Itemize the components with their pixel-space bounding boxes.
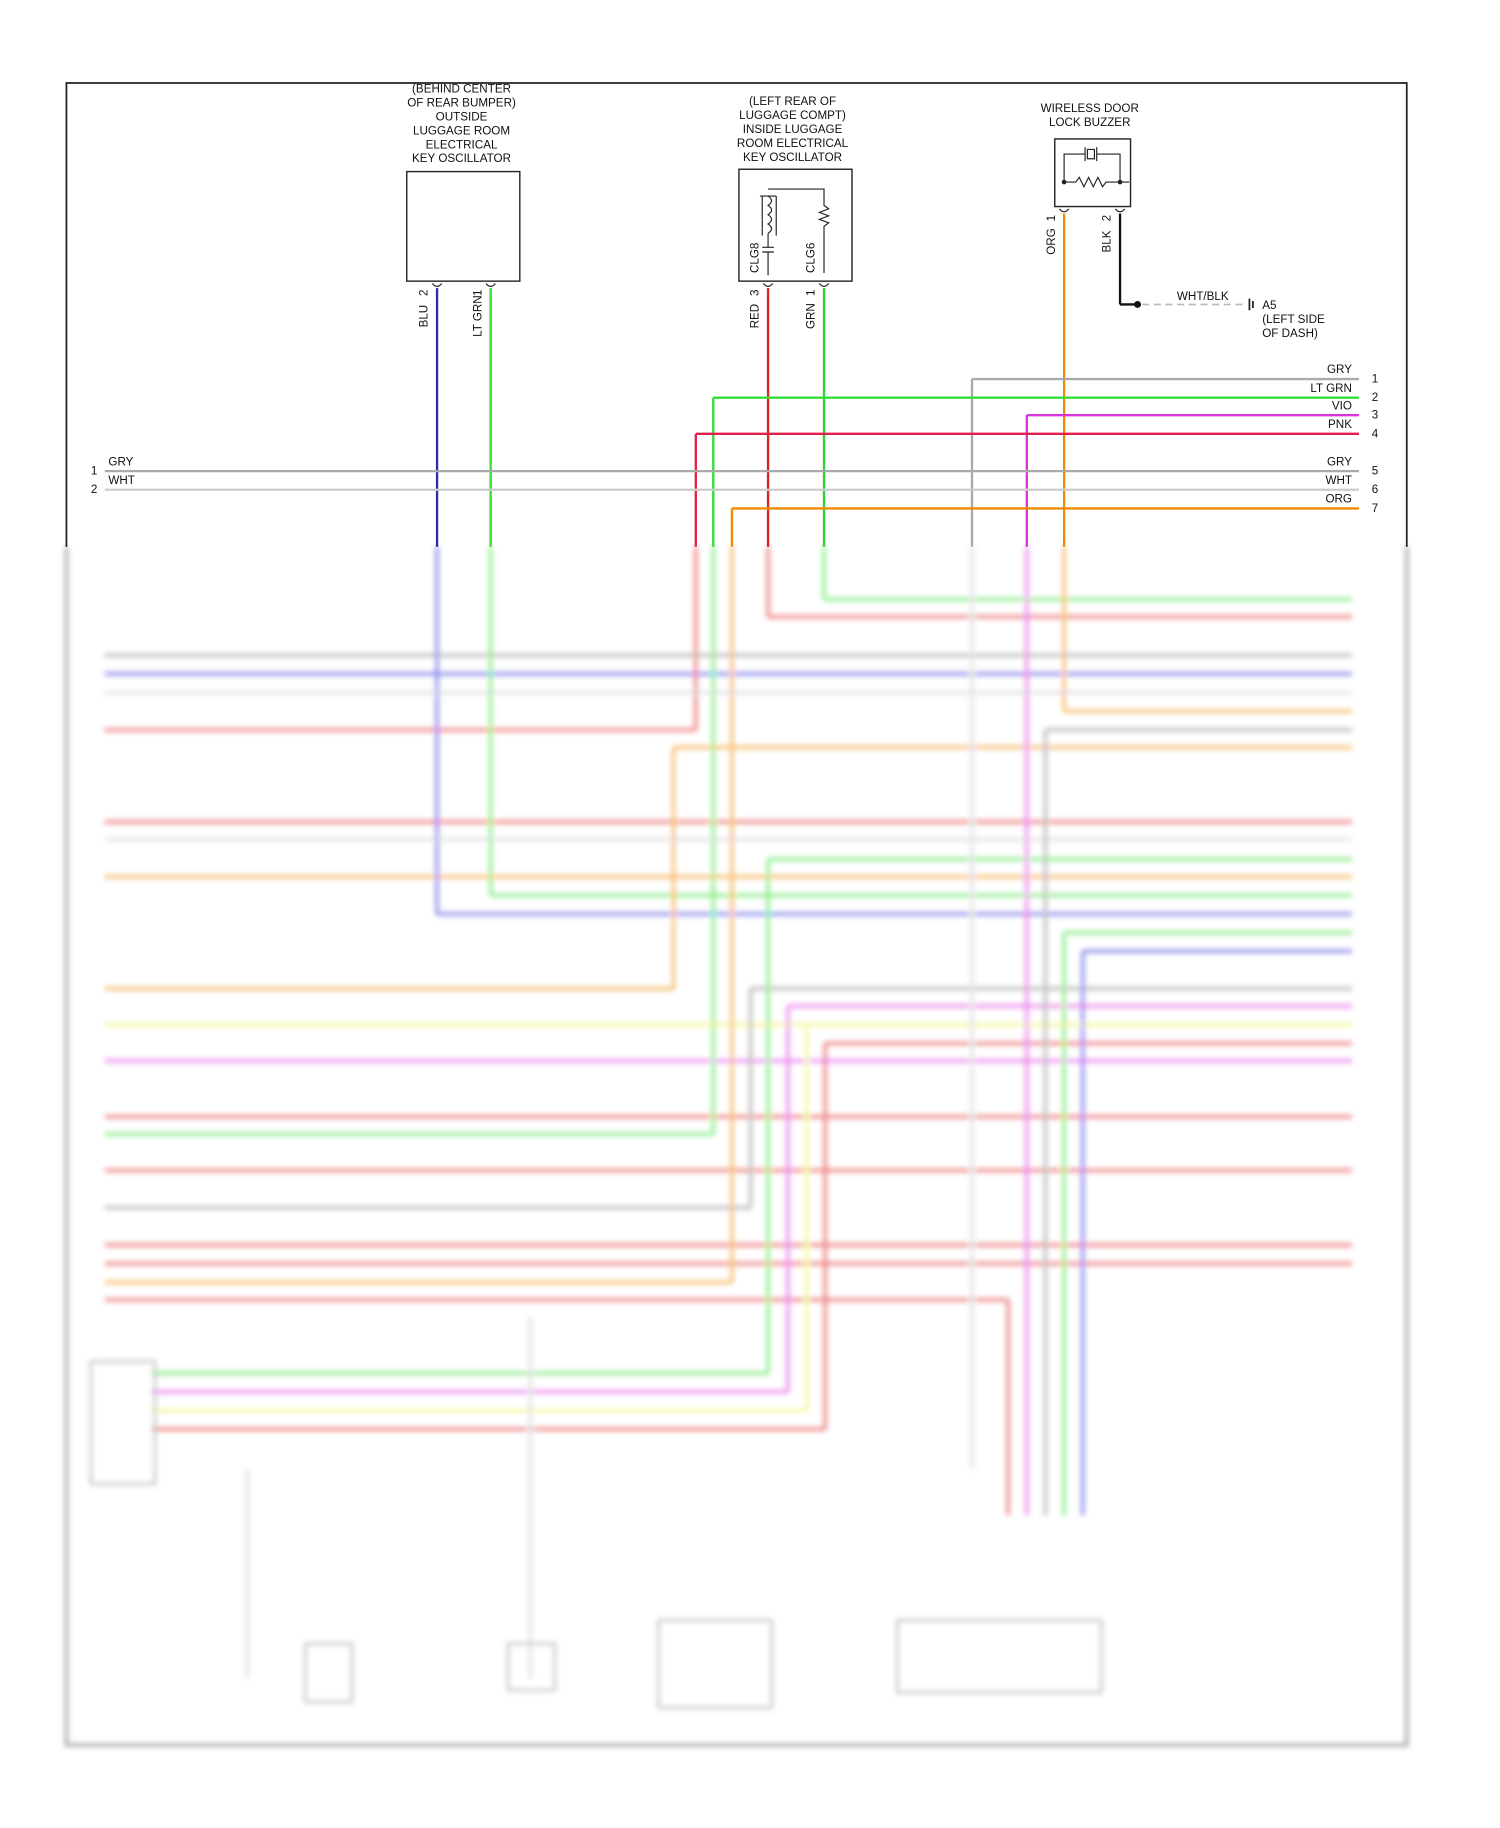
pin-connector bbox=[1058, 208, 1070, 213]
component-label: OUTSIDE bbox=[436, 110, 488, 123]
component-label: OF REAR BUMPER) bbox=[407, 96, 516, 109]
frame bbox=[65, 82, 1408, 547]
wire-color: WHT/BLK bbox=[1177, 290, 1229, 303]
component-label: ROOM ELECTRICAL bbox=[737, 137, 849, 150]
component-box bbox=[1054, 138, 1132, 208]
wire-color: BLU bbox=[418, 305, 431, 328]
wire-color: ORG bbox=[1045, 228, 1058, 255]
blurred-region bbox=[64, 546, 1409, 1747]
coil bbox=[759, 188, 831, 276]
pin-number: 2 bbox=[91, 483, 97, 496]
pin-connector bbox=[1114, 208, 1126, 213]
wire-color: WHT bbox=[1325, 474, 1352, 487]
ground-location: (LEFT SIDE bbox=[1262, 313, 1325, 326]
buzzer-symbol bbox=[1063, 147, 1130, 189]
pin-number: 6 bbox=[1372, 483, 1378, 496]
wire-color: GRN bbox=[805, 303, 818, 329]
wire-color: PNK bbox=[1328, 418, 1352, 431]
component-label: LUGGAGE ROOM bbox=[413, 124, 510, 137]
pin-connector bbox=[485, 283, 496, 287]
circuit-label: CLG6 bbox=[805, 243, 818, 273]
wire-color: ORG bbox=[1325, 493, 1352, 506]
component-label: KEY OSCILLATOR bbox=[743, 151, 842, 164]
blurred-box bbox=[89, 1360, 157, 1486]
pin-number: 1 bbox=[1045, 215, 1058, 221]
component-label: INSIDE LUGGAGE bbox=[743, 123, 843, 136]
ground-symbol bbox=[1248, 298, 1254, 311]
component-label: KEY OSCILLATOR bbox=[412, 152, 511, 165]
pin-number: 3 bbox=[1372, 409, 1378, 422]
blurred-box bbox=[506, 1642, 556, 1692]
wire-color: LT GRN bbox=[1310, 382, 1352, 395]
wire-color: LT GRN bbox=[471, 295, 484, 337]
blurred-box bbox=[657, 1619, 773, 1709]
component-label: WIRELESS DOOR bbox=[1041, 102, 1139, 115]
pin-number: 1 bbox=[91, 465, 97, 478]
blurred-box bbox=[304, 1642, 354, 1704]
pin-number: 1 bbox=[1372, 373, 1378, 386]
pin-connector bbox=[818, 283, 830, 287]
pin-number: 2 bbox=[1101, 215, 1114, 221]
wire-color: GRY bbox=[1327, 455, 1352, 468]
component-box bbox=[738, 168, 853, 282]
component-label: LOCK BUZZER bbox=[1049, 116, 1131, 129]
wire-color: RED bbox=[749, 304, 762, 329]
junction bbox=[1117, 179, 1123, 185]
pin-connector bbox=[762, 283, 774, 287]
pin-number: 5 bbox=[1372, 465, 1378, 478]
wire-color: VIO bbox=[1332, 399, 1352, 412]
junction bbox=[1061, 179, 1067, 185]
pin-number: 4 bbox=[1372, 427, 1379, 440]
pin-number: 3 bbox=[749, 290, 762, 296]
component-box bbox=[406, 170, 521, 282]
wire-color: BLK bbox=[1101, 230, 1114, 252]
pin-number: 1 bbox=[805, 290, 818, 296]
splice bbox=[1134, 300, 1142, 308]
component-label: (LEFT REAR OF bbox=[749, 95, 836, 108]
pin-number: 2 bbox=[418, 290, 431, 296]
component-label: (BEHIND CENTER bbox=[412, 82, 511, 95]
blurred-frame bbox=[64, 546, 1409, 1747]
wire-color: WHT bbox=[108, 474, 135, 487]
component-label: LUGGAGE COMPT) bbox=[739, 109, 846, 122]
pin-number: 7 bbox=[1372, 502, 1378, 515]
ground-location: OF DASH) bbox=[1262, 327, 1318, 340]
blurred-box bbox=[896, 1619, 1103, 1694]
circuit-label: CLG8 bbox=[749, 243, 762, 273]
pin-number: 1 bbox=[471, 290, 484, 296]
pin-number: 2 bbox=[1372, 391, 1378, 404]
component-label: ELECTRICAL bbox=[426, 138, 498, 151]
pin-connector bbox=[431, 283, 443, 287]
wire-color: GRY bbox=[108, 455, 133, 468]
ground-id: A5 bbox=[1262, 299, 1276, 312]
wire-color: GRY bbox=[1327, 363, 1352, 376]
